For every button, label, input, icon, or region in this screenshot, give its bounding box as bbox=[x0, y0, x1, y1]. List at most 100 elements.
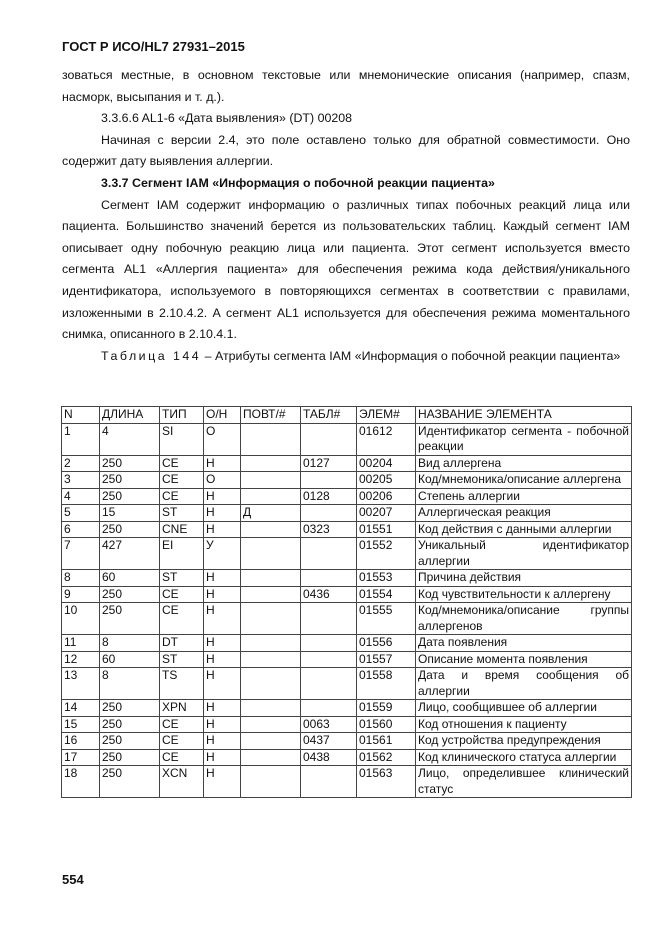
table-cell: 60 bbox=[99, 569, 160, 587]
table-cell: DT bbox=[159, 634, 204, 652]
table-cell: 5 bbox=[61, 504, 100, 522]
column-header: О/Н bbox=[203, 406, 241, 424]
table-cell: 0063 bbox=[300, 715, 357, 733]
table-cell: 8 bbox=[99, 634, 160, 652]
table-cell: 00205 bbox=[356, 471, 416, 489]
table-cell: 17 bbox=[61, 748, 100, 766]
table-cell: Н bbox=[203, 650, 241, 668]
table-cell: CE bbox=[159, 732, 204, 750]
table-caption-label: Таблица 144 bbox=[101, 348, 202, 363]
table-cell: 01561 bbox=[356, 732, 416, 750]
table-cell: 01558 bbox=[356, 667, 416, 700]
table-cell: 9 bbox=[61, 585, 100, 603]
table-cell: Код чувствительности к аллергену bbox=[415, 585, 632, 603]
table-cell bbox=[300, 634, 357, 652]
table-cell: Код клинического статуса аллергии bbox=[415, 748, 632, 766]
table-cell: 250 bbox=[99, 602, 160, 635]
table-cell: Н bbox=[203, 454, 241, 472]
table-cell bbox=[300, 650, 357, 668]
table-cell: 01563 bbox=[356, 765, 416, 798]
table-cell: 1 bbox=[61, 422, 100, 456]
table-cell: Н bbox=[203, 634, 241, 652]
paragraph: зоваться местные, в основном текстовые и… bbox=[62, 68, 630, 104]
table-row: 15 250 CE Н 0063 01560 Код отношения к пациент… bbox=[61, 715, 632, 733]
table-cell: 250 bbox=[99, 765, 160, 798]
table-cell bbox=[240, 602, 301, 635]
table-row: 1 4 SI О 01612 Идентификатор сегмента - побоч… bbox=[61, 422, 632, 456]
table-cell bbox=[240, 732, 301, 750]
table-cell: 250 bbox=[99, 715, 160, 733]
table-row: 5 15 ST Н Д 00207 Аллергическая реакция bbox=[61, 504, 632, 522]
table-cell: 00207 bbox=[356, 504, 416, 522]
table-cell: ST bbox=[159, 650, 204, 668]
table-cell: SI bbox=[159, 422, 204, 456]
table-cell: О bbox=[203, 422, 241, 456]
table-cell: 01562 bbox=[356, 748, 416, 766]
table-cell: Код отношения к пациенту bbox=[415, 715, 632, 733]
table-cell: 0323 bbox=[300, 520, 357, 538]
table-cell: Н bbox=[203, 602, 241, 635]
column-header: ДЛИНА bbox=[99, 406, 160, 424]
table-cell: Н bbox=[203, 765, 241, 798]
table-cell: 00206 bbox=[356, 487, 416, 505]
table-cell: XCN bbox=[159, 765, 204, 798]
table-cell: Степень аллергии bbox=[415, 487, 632, 505]
table-cell: 4 bbox=[99, 422, 160, 456]
table-cell: 250 bbox=[99, 732, 160, 750]
table-row: 6 250 CNE Н 0323 01551 Код действия с данными … bbox=[61, 520, 632, 538]
table-cell bbox=[240, 748, 301, 766]
table-cell bbox=[240, 537, 301, 570]
table-cell: 3 bbox=[61, 471, 100, 489]
table-cell: Н bbox=[203, 585, 241, 603]
table-cell: 0438 bbox=[300, 748, 357, 766]
table-cell: CE bbox=[159, 471, 204, 489]
table-cell: Код/мнемоника/описание аллергена bbox=[415, 471, 632, 489]
table-cell: 0436 bbox=[300, 585, 357, 603]
table-cell: 01553 bbox=[356, 569, 416, 587]
table-cell: 10 bbox=[61, 602, 100, 635]
table-cell bbox=[240, 667, 301, 700]
table-cell bbox=[300, 471, 357, 489]
table-cell: Идентификатор сегмента - побочной реакци… bbox=[415, 422, 632, 456]
table-cell: 7 bbox=[61, 537, 100, 570]
table-cell bbox=[300, 765, 357, 798]
table-cell: Код/мнемоника/описание группы аллергенов bbox=[415, 602, 632, 635]
page-number: 554 bbox=[62, 872, 84, 887]
table-cell: Н bbox=[203, 520, 241, 538]
table-cell: 11 bbox=[61, 634, 100, 652]
table-cell: 427 bbox=[99, 537, 160, 570]
table-cell bbox=[240, 471, 301, 489]
attributes-table: N ДЛИНА ТИП О/Н ПОВТ/# ТАБЛ# ЭЛЕМ# НАЗВАНИЕ ЭЛЕ… bbox=[61, 406, 632, 798]
table-cell: 16 bbox=[61, 732, 100, 750]
table-cell: CE bbox=[159, 487, 204, 505]
table-cell bbox=[240, 634, 301, 652]
table-cell: 60 bbox=[99, 650, 160, 668]
table-cell: ST bbox=[159, 504, 204, 522]
table-cell: 18 bbox=[61, 765, 100, 798]
table-cell: 01559 bbox=[356, 699, 416, 717]
table-row: 8 60 ST Н 01553 Причина действия bbox=[61, 569, 632, 587]
table-cell: CE bbox=[159, 715, 204, 733]
table-cell: 6 bbox=[61, 520, 100, 538]
table-cell: CE bbox=[159, 585, 204, 603]
table-cell: 250 bbox=[99, 487, 160, 505]
table-cell: Причина действия bbox=[415, 569, 632, 587]
table-cell: Вид аллергена bbox=[415, 454, 632, 472]
table-caption: Таблица 144 – Атрибуты сегмента IAM «Инф… bbox=[62, 346, 630, 368]
column-header: ТИП bbox=[159, 406, 204, 424]
table-cell: 01557 bbox=[356, 650, 416, 668]
table-cell bbox=[240, 585, 301, 603]
section-heading: 3.3.7 Сегмент IAM «Информация о побочной… bbox=[101, 175, 495, 190]
table-cell: 250 bbox=[99, 748, 160, 766]
table-cell bbox=[240, 699, 301, 717]
table-cell: Н bbox=[203, 715, 241, 733]
table-cell: Н bbox=[203, 569, 241, 587]
table-cell bbox=[300, 504, 357, 522]
table-cell bbox=[300, 602, 357, 635]
column-header: N bbox=[61, 406, 100, 424]
table-cell: 12 bbox=[61, 650, 100, 668]
table-cell bbox=[240, 487, 301, 505]
table-cell bbox=[240, 454, 301, 472]
table-cell: 01554 bbox=[356, 585, 416, 603]
table-cell: EI bbox=[159, 537, 204, 570]
